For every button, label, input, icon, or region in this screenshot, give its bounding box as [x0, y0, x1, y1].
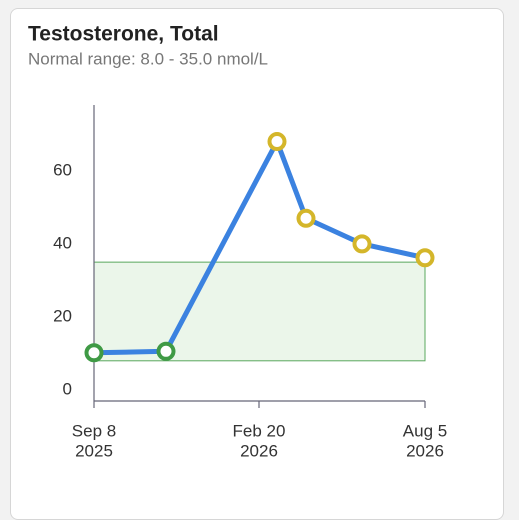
data-line [93, 139, 426, 356]
x-tick-label: Sep 8 [72, 421, 116, 440]
x-tick-label: Feb 20 [233, 421, 286, 440]
data-point [352, 234, 372, 254]
data-point [267, 132, 287, 152]
data-point [415, 248, 435, 268]
x-tick-label: 2025 [75, 441, 113, 460]
data-point [296, 208, 316, 228]
x-tick-label: 2026 [406, 441, 444, 460]
y-tick-label: 40 [53, 233, 72, 252]
normal-range [93, 261, 426, 362]
page: Testosterone, Total Normal range: 8.0 - … [10, 8, 504, 520]
chart-subtitle: Normal range: 8.0 - 35.0 nmol/L [28, 49, 268, 68]
y-tick-label: 0 [63, 380, 72, 399]
x-tick-label: 2026 [240, 441, 278, 460]
y-tick-label: 60 [53, 160, 72, 179]
chart: Testosterone, Total Normal range: 8.0 - … [28, 23, 447, 461]
data-point [84, 343, 104, 363]
y-tick-label: 20 [53, 306, 72, 325]
chart-title: Testosterone, Total [28, 23, 219, 46]
data-point [156, 341, 176, 361]
x-tick-label: Aug 5 [403, 421, 447, 440]
